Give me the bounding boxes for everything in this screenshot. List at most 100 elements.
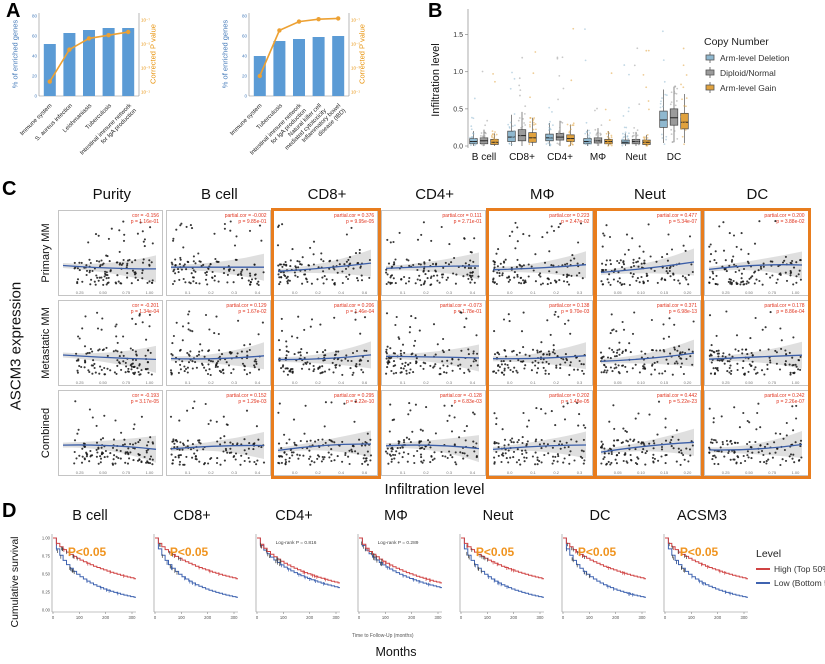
svg-text:0.4: 0.4 (470, 380, 476, 385)
svg-text:10⁻⁷: 10⁻⁷ (141, 18, 150, 23)
c-scatter-cell: 0.25 0.50 0.75 1.00 partial.cor = 0.178 p = 8… (703, 300, 809, 386)
svg-text:0.1: 0.1 (185, 380, 191, 385)
svg-text:0.75: 0.75 (122, 290, 131, 295)
svg-text:20: 20 (32, 74, 38, 79)
d-km-plot: 0 100 200 300 Log-rank P = 0.289 (357, 534, 442, 620)
svg-text:0.4: 0.4 (339, 380, 345, 385)
svg-text:0.1: 0.1 (185, 470, 191, 475)
c-scatter-plot: 0.05 0.10 0.15 0.20 (600, 400, 695, 475)
c-scatter-cell: 0.0 0.1 0.2 0.3 partial.cor = 0.223 p = 2.47e… (488, 210, 594, 296)
svg-text:10⁻⁵: 10⁻⁵ (351, 42, 360, 47)
c-correlation-annotation: partial.cor = 0.200 p = 3.88e-02 (764, 213, 805, 225)
svg-text:0: 0 (34, 94, 37, 99)
d-sub-x-axis-label: Time to Follow-Up (months) (352, 633, 414, 639)
d-km-plot: 0 100 200 300 P<0.05 (153, 534, 238, 620)
c-scatter-plot: 0.0 0.2 0.4 0.6 (278, 311, 372, 385)
c-correlation-annotation: partial.cor = 0.371 p = 6.98e-13 (656, 303, 697, 315)
svg-text:0.1: 0.1 (531, 380, 537, 385)
svg-text:0.1: 0.1 (531, 470, 537, 475)
c-scatter-cell: 0.05 0.10 0.15 0.20 partial.cor = 0.371 p = 6… (596, 300, 701, 386)
svg-text:0.2: 0.2 (315, 290, 321, 295)
svg-text:0.3: 0.3 (231, 470, 237, 475)
svg-text:0.05: 0.05 (614, 470, 623, 475)
c-correlation-annotation: partial.cor = 0.295 p = 3.22e-10 (334, 393, 375, 405)
c-column-header: DC (746, 186, 769, 203)
svg-text:0: 0 (244, 94, 247, 99)
panel-a-chart: 0 20 40 60 80 10⁻¹ 10⁻³ 10⁻⁵ 10⁻⁷ (32, 13, 150, 99)
c-scatter-plot: 0.1 0.2 0.3 0.4 (384, 221, 480, 295)
svg-text:Log-rank P = 0.816: Log-rank P = 0.816 (276, 540, 317, 546)
svg-text:80: 80 (242, 14, 248, 19)
c-scatter-plot: 0.0 0.1 0.2 0.3 (492, 310, 587, 385)
c-correlation-annotation: partial.cor = 0.138 p = 9.70e-03 (549, 303, 590, 315)
c-scatter-plot: 0.1 0.2 0.3 0.4 (169, 400, 265, 475)
svg-text:P<0.05: P<0.05 (476, 545, 515, 559)
svg-text:0.2: 0.2 (315, 470, 321, 475)
svg-text:0.75: 0.75 (122, 380, 131, 385)
a-chart-categories: Immune system Tuberculosis Intestinal immu… (230, 100, 356, 176)
svg-text:0.20: 0.20 (684, 470, 693, 475)
svg-text:0.0: 0.0 (507, 470, 513, 475)
svg-text:0.75: 0.75 (122, 470, 131, 475)
svg-text:0.0: 0.0 (507, 290, 513, 295)
c-correlation-annotation: partial.cor = 0.202 p = 1.48e-05 (549, 393, 590, 405)
svg-text:200: 200 (204, 615, 212, 620)
b-legend-title: Copy Number (704, 36, 769, 48)
c-correlation-annotation: partial.cor = 0.111 p = 2.71e-01 (442, 213, 482, 225)
svg-text:1.0: 1.0 (453, 69, 463, 76)
d-legend-entry-label: Low (Bottom 50%) (774, 578, 825, 588)
svg-text:0.6: 0.6 (362, 290, 368, 295)
c-correlation-annotation: partial.cor = 0.178 p = 8.86e-04 (764, 303, 805, 315)
svg-text:0.25: 0.25 (42, 590, 51, 595)
c-scatter-cell: 0.0 0.2 0.4 0.6 partial.cor = 0.206 p = 1.46e… (273, 300, 379, 386)
b-legend-entries: Arm-level Deletion Diploid/Normal Arm-leve… (704, 52, 789, 93)
svg-text:1.00: 1.00 (146, 290, 155, 295)
d-legend-title: Level (756, 548, 782, 560)
c-correlation-annotation: partial.cor = 0.242 p = 2.26e-07 (764, 393, 805, 405)
c-column-header: Purity (92, 186, 131, 203)
c-scatter-cell: 0.25 0.50 0.75 1.00 cor = -0.201 p = 1.34e-04 (58, 300, 163, 386)
panel-a-chart: 0 20 40 60 80 10⁻¹ 10⁻³ 10⁻⁵ 10⁻⁷ (242, 13, 360, 99)
d-plot-title: CD8+ (173, 508, 211, 524)
c-scatter-cell: 0.1 0.2 0.3 0.4 partial.cor = -0.002 p = 9.85… (165, 210, 271, 296)
svg-text:300: 300 (537, 615, 545, 620)
svg-text:200: 200 (714, 615, 722, 620)
panel-d-label: D (2, 500, 17, 522)
svg-text:200: 200 (510, 615, 518, 620)
svg-text:100: 100 (586, 615, 594, 620)
svg-text:0.0: 0.0 (292, 290, 298, 295)
c-x-axis-label: Infiltration level (384, 481, 485, 498)
legend-line-swatch (756, 582, 770, 584)
c-scatter-cell: 0.05 0.10 0.15 0.20 partial.cor = 0.442 p = 5… (596, 390, 701, 476)
svg-text:0.1: 0.1 (400, 290, 406, 295)
c-scatter-cell: 0.25 0.50 0.75 1.00 partial.cor = 0.242 p = 2… (703, 390, 809, 476)
panel-b-boxplot: 0.0 0.5 1.0 1.5 B cell CD8+ CD4+ MΦ Neut DC (453, 9, 689, 163)
svg-text:40: 40 (32, 54, 38, 59)
svg-text:0.4: 0.4 (254, 470, 260, 475)
c-scatter-plot: 0.1 0.2 0.3 0.4 (384, 402, 479, 475)
c-scatter-plot: 0.25 0.50 0.75 1.00 (707, 402, 803, 475)
svg-text:60: 60 (242, 34, 248, 39)
c-y-axis-label: ASCM3 expression (7, 281, 25, 411)
boxplot-glyph-icon (705, 82, 715, 93)
svg-text:0.50: 0.50 (745, 470, 754, 475)
svg-text:100: 100 (688, 615, 696, 620)
svg-text:CD8+: CD8+ (509, 152, 535, 163)
svg-text:DC: DC (667, 152, 681, 163)
c-scatter-plot: 0.05 0.10 0.15 0.20 (599, 311, 695, 385)
d-legend-entries: High (Top 50%) Low (Bottom 50%) (756, 564, 825, 588)
svg-text:0.10: 0.10 (637, 380, 646, 385)
d-legend-entry: High (Top 50%) (756, 564, 825, 574)
svg-text:0.2: 0.2 (208, 290, 214, 295)
a2-left-axis-label: % of enriched genes (220, 19, 230, 89)
svg-text:1.00: 1.00 (146, 470, 155, 475)
svg-text:0.10: 0.10 (637, 290, 646, 295)
c-scatter-plot: 0.25 0.50 0.75 1.00 (62, 220, 157, 295)
c-correlation-annotation: partial.cor = 0.223 p = 2.47e-02 (549, 213, 590, 225)
svg-text:1.00: 1.00 (42, 536, 51, 541)
svg-text:0.25: 0.25 (721, 470, 730, 475)
svg-text:0.15: 0.15 (660, 290, 669, 295)
svg-text:100: 100 (76, 615, 84, 620)
c-correlation-annotation: partial.cor = 0.129 p = 1.67e-02 (226, 303, 267, 315)
